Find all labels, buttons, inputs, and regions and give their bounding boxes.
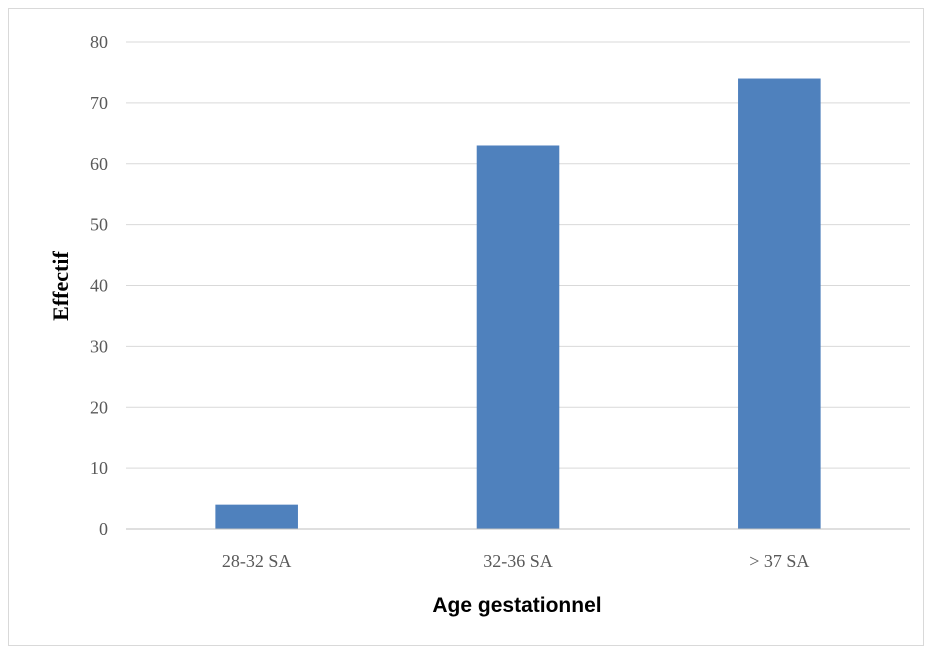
y-tick-label: 40 xyxy=(90,276,108,296)
y-tick-label: 60 xyxy=(90,154,108,174)
y-tick-label: 30 xyxy=(90,336,108,356)
y-axis-label: Effectif xyxy=(48,251,73,321)
x-tick-label: 28-32 SA xyxy=(222,551,292,571)
y-tick-labels: 0 10 20 30 40 50 60 70 80 xyxy=(90,32,108,539)
bar-2 xyxy=(738,78,821,530)
y-tick-label: 0 xyxy=(99,519,108,539)
y-tick-label: 70 xyxy=(90,93,108,113)
y-tick-label: 80 xyxy=(90,32,108,52)
x-tick-label: > 37 SA xyxy=(749,551,809,571)
x-tick-label: 32-36 SA xyxy=(483,551,553,571)
x-axis-label: Age gestationnel xyxy=(432,594,601,617)
bars xyxy=(215,78,821,530)
y-tick-label: 50 xyxy=(90,215,108,235)
y-tick-label: 10 xyxy=(90,458,108,478)
bar-0 xyxy=(215,504,298,529)
bar-1 xyxy=(476,145,560,530)
y-tick-label: 20 xyxy=(90,397,108,417)
x-tick-labels: 28-32 SA 32-36 SA > 37 SA xyxy=(222,551,810,571)
